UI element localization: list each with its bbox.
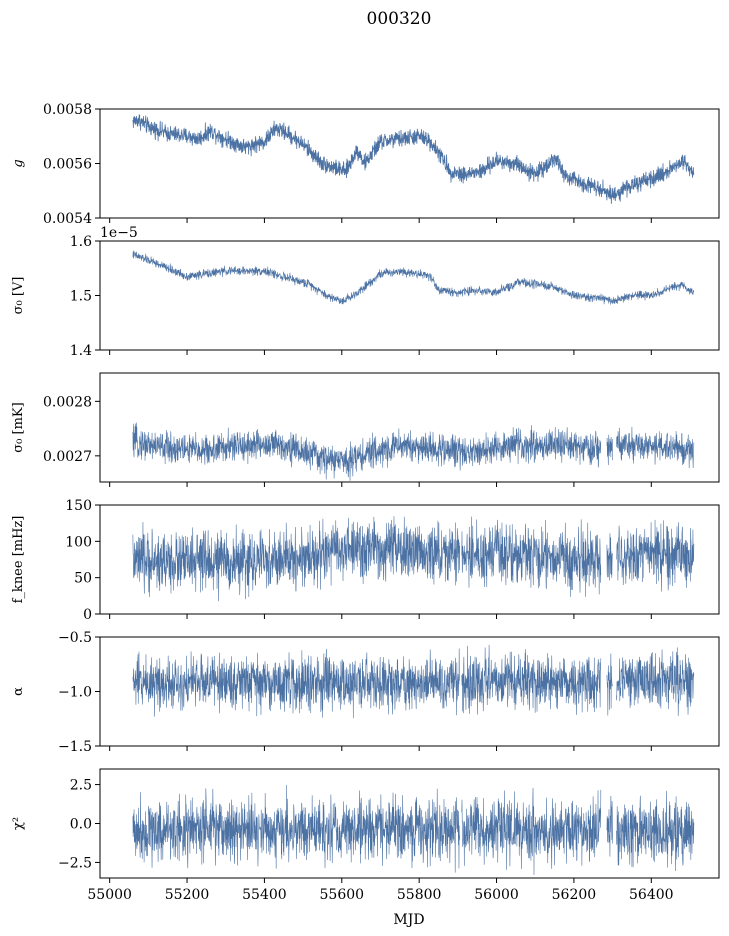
y-axis-label-chi2: χ² xyxy=(11,817,26,830)
series-line-sigma0-volts xyxy=(132,250,695,305)
x-tick-label: 56400 xyxy=(629,887,674,903)
y-tick-label-chi2: −2.5 xyxy=(58,855,92,871)
x-tick-label: 55800 xyxy=(397,887,442,903)
panel-chi2: −2.5 0.0 2.5 55000 55200 55400 55600 55800 56000… xyxy=(11,768,720,903)
axes-frame-fknee xyxy=(99,504,720,615)
panel-sigma0-mK: 0.0027 0.0028 σ₀ [mK] xyxy=(11,372,720,487)
y-tick-label-sigma0-volts: 1.6 xyxy=(70,234,92,250)
y-tick-label-gain: 0.0058 xyxy=(43,102,92,118)
series-line-gain xyxy=(132,114,695,204)
series-line-chi2 xyxy=(132,784,695,876)
x-tick-label: 55200 xyxy=(165,887,210,903)
panel-sigma0-volts: 1.4 1.5 1.6 1e−5 σ₀ [V] xyxy=(11,225,720,359)
series-line-fknee xyxy=(132,516,695,602)
x-tick-label: 55600 xyxy=(320,887,365,903)
panels: 0.0054 0.0056 0.0058 g 1.4 1.5 1.6 1e−5 σ₀ [V] 0.… xyxy=(11,102,720,903)
y-tick-label-sigma0-volts: 1.5 xyxy=(70,289,92,305)
y-axis-label-sigma0-mK: σ₀ [mK] xyxy=(11,402,26,452)
y-tick-label-alpha: −0.5 xyxy=(58,630,92,646)
y-tick-label-fknee: 0 xyxy=(83,607,92,623)
panel-alpha: −1.5 −1.0 −0.5 α xyxy=(11,630,720,755)
y-tick-label-chi2: 2.5 xyxy=(70,778,92,794)
y-tick-label-alpha: −1.0 xyxy=(58,685,92,701)
x-tick-label: 56200 xyxy=(552,887,597,903)
y-tick-label-sigma0-mK: 0.0027 xyxy=(43,449,92,465)
series-line-sigma0-mK xyxy=(132,422,695,481)
y-axis-label-gain: g xyxy=(11,159,26,167)
axes-frame-sigma0-mK xyxy=(99,372,720,483)
y-tick-label-sigma0-volts: 1.4 xyxy=(70,343,92,359)
y-tick-label-gain: 0.0054 xyxy=(43,211,92,227)
x-axis-label: MJD xyxy=(393,912,424,928)
x-tick-label: 55400 xyxy=(242,887,287,903)
y-tick-label-fknee: 100 xyxy=(65,534,92,550)
y-tick-label-chi2: 0.0 xyxy=(70,817,92,833)
y-tick-label-fknee: 150 xyxy=(65,498,92,514)
y-axis-label-sigma0-volts: σ₀ [V] xyxy=(11,277,26,315)
y-tick-label-fknee: 50 xyxy=(74,571,92,587)
axes-frame-gain xyxy=(99,108,720,219)
panel-gain: 0.0054 0.0056 0.0058 g xyxy=(11,102,720,227)
y-offset-label-sigma0-volts: 1e−5 xyxy=(100,225,138,241)
y-tick-label-alpha: −1.5 xyxy=(58,739,92,755)
y-axis-label-alpha: α xyxy=(11,687,26,696)
y-tick-label-gain: 0.0056 xyxy=(43,157,92,173)
x-tick-label: 56000 xyxy=(474,887,519,903)
panel-fknee: 0 50 100 150 f_knee [mHz] xyxy=(11,498,720,623)
y-axis-label-fknee: f_knee [mHz] xyxy=(11,516,26,604)
y-tick-label-sigma0-mK: 0.0028 xyxy=(43,394,92,410)
series-line-alpha xyxy=(132,644,695,719)
x-tick-label: 55000 xyxy=(87,887,132,903)
figure-title: 000320 xyxy=(367,9,432,29)
